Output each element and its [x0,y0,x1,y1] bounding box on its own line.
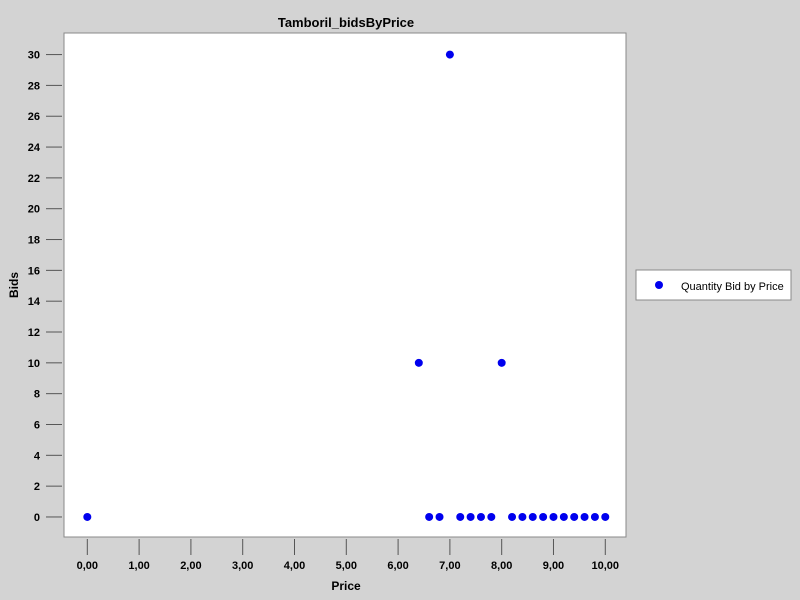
y-axis-label: Bids [7,272,21,298]
data-point [425,512,434,521]
data-point [528,512,537,521]
y-tick-label: 22 [28,173,40,185]
y-tick-label: 8 [34,389,40,401]
legend: Quantity Bid by Price [635,269,792,301]
x-tick-label: 1,00 [128,560,149,572]
legend-marker [655,281,663,289]
data-point [414,358,423,367]
y-tick-label: 30 [28,50,40,62]
y-tick-label: 20 [28,204,40,216]
x-axis-label: Price [331,579,361,593]
data-point [497,358,506,367]
x-tick-label: 7,00 [439,560,460,572]
x-tick-label: 4,00 [284,560,305,572]
y-tick-label: 0 [34,512,40,524]
x-tick-label: 10,00 [592,560,620,572]
data-point [559,512,568,521]
data-point [476,512,485,521]
y-tick-label: 10 [28,358,40,370]
data-point [518,512,527,521]
x-tick-label: 3,00 [232,560,253,572]
y-tick-label: 26 [28,111,40,123]
x-tick-label: 0,00 [77,560,98,572]
plot-area [63,32,627,538]
data-point [466,512,475,521]
y-tick-label: 18 [28,235,40,247]
data-point [580,512,589,521]
y-tick-label: 16 [28,265,40,277]
chart-title: Tamboril_bidsByPrice [278,15,414,30]
y-tick-label: 24 [28,142,41,154]
data-point [456,512,465,521]
x-tick-label: 6,00 [387,560,408,572]
data-point [487,512,496,521]
data-point [508,512,517,521]
legend-label: Quantity Bid by Price [681,281,784,293]
x-tick-label: 9,00 [543,560,564,572]
y-tick-label: 12 [28,327,40,339]
data-point [570,512,579,521]
data-point [445,50,454,59]
x-tick-label: 8,00 [491,560,512,572]
y-tick-label: 14 [28,296,41,308]
x-tick-label: 2,00 [180,560,201,572]
x-axis: 0,00 1,00 2,00 3,00 4,00 5,00 6,00 7,00 8,00 9,00… [77,539,619,572]
data-point [83,512,92,521]
y-tick-label: 4 [34,450,41,462]
y-tick-label: 2 [34,481,40,493]
data-points [83,50,610,521]
y-tick-label: 28 [28,80,40,92]
data-point [590,512,599,521]
y-tick-label: 6 [34,419,40,431]
data-point [549,512,558,521]
data-point [539,512,548,521]
data-point [601,512,610,521]
x-tick-label: 5,00 [336,560,357,572]
data-point [435,512,444,521]
